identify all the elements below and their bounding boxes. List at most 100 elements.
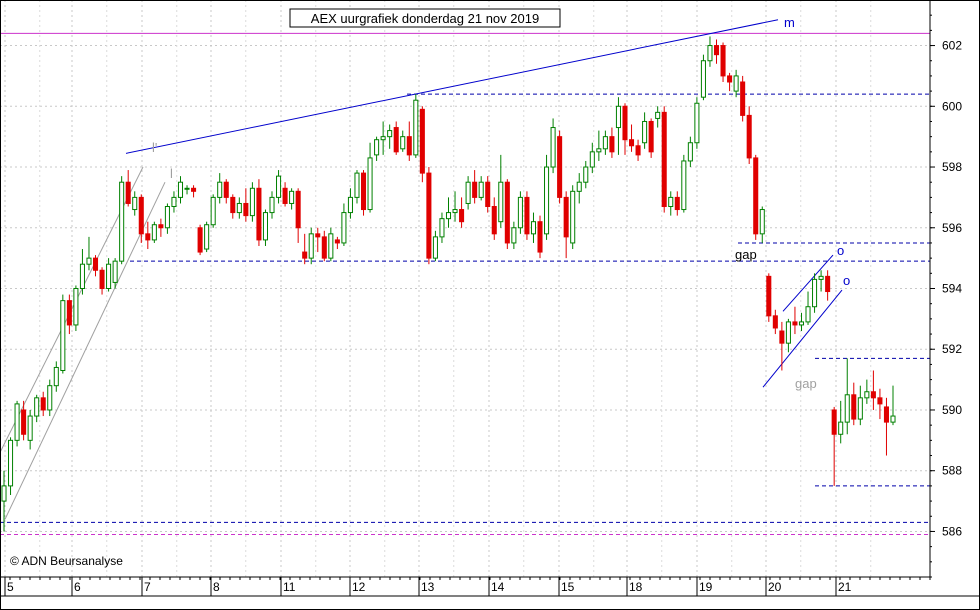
candle [550,118,556,174]
candle [419,106,425,183]
candle [14,400,20,447]
y-tick-label: 586 [942,524,962,538]
candle [825,270,831,301]
candle [530,212,537,243]
candle-body [798,321,805,326]
candle [347,188,353,219]
candle [642,112,648,149]
candle-body [347,196,353,214]
candle [334,236,340,250]
channel-lower [762,289,843,388]
annotation-label: gap [795,376,817,391]
x-tick-label: 19 [699,580,713,594]
candle [713,39,720,64]
channel-upper [782,254,834,312]
copyright-text: © ADN Beursanalyse [10,554,123,568]
candle-body [256,187,262,241]
candle-body [21,409,27,435]
candle-body [295,190,301,229]
candle [125,170,131,207]
candle-body [106,263,112,289]
y-tick-label: 598 [942,160,962,174]
candle [66,294,72,335]
candle [112,258,118,289]
candle-body [589,151,595,168]
candle [570,185,576,250]
candle-body [236,202,242,214]
candle [289,188,295,210]
candle [256,179,262,246]
candle [217,173,223,204]
candle [674,191,680,216]
candle [798,312,805,332]
candle-body [138,196,144,235]
candle-body [374,139,380,156]
candle-body [753,157,759,235]
candle [576,173,582,204]
candle [818,270,824,292]
candle-body [629,139,635,147]
candle-body [851,394,857,420]
annotation-label: o [843,273,850,288]
candle-body [27,415,33,441]
candle [759,206,765,243]
candle [269,191,275,219]
candle-body [119,181,125,262]
candle-body [112,260,118,283]
candle [40,391,46,417]
candle-body [171,196,177,208]
candle [727,72,733,92]
candle-body [230,196,236,214]
x-tick-label: 11 [283,580,296,594]
candle-body [282,187,288,204]
candle [99,267,105,295]
candle [413,94,419,158]
candle [1,470,7,532]
candle-body [635,145,641,156]
candle-body [877,397,883,405]
candle-body [360,172,367,211]
candle [145,221,151,250]
candle-body [576,181,582,192]
annotation-label: l' [152,140,157,155]
candle-body [289,190,295,204]
candle [779,321,785,371]
trend-lines [0,19,843,520]
candle [164,203,170,234]
candle [655,106,661,128]
candle [687,136,693,168]
candle-body [766,275,772,317]
y-tick-label: 602 [942,39,962,53]
candle [883,397,889,456]
candle [609,127,615,158]
candle-body [694,102,700,144]
chart-title: AEX uurgrafiek donderdag 21 nov 2019 [311,11,539,26]
candle [184,185,190,195]
candle-body [380,136,386,141]
candle-body [328,233,334,259]
candle [635,139,641,161]
candle-body [648,120,654,153]
candle-body [445,212,452,220]
candle [844,358,850,435]
grid [0,0,930,577]
annotation-label: gap [735,247,757,262]
candle [478,176,484,201]
candles [1,36,896,532]
candle-body [125,181,131,204]
candle [158,218,164,237]
candle-body [413,99,419,156]
candle [380,121,386,155]
candle [106,258,112,292]
candle-body [746,114,752,159]
candle [295,188,301,243]
candle [857,385,863,426]
x-tick-label: 15 [561,580,575,594]
candle [851,382,857,426]
candle [21,400,27,441]
y-tick-label: 590 [942,403,962,417]
candle [452,191,458,222]
candle [354,170,360,204]
